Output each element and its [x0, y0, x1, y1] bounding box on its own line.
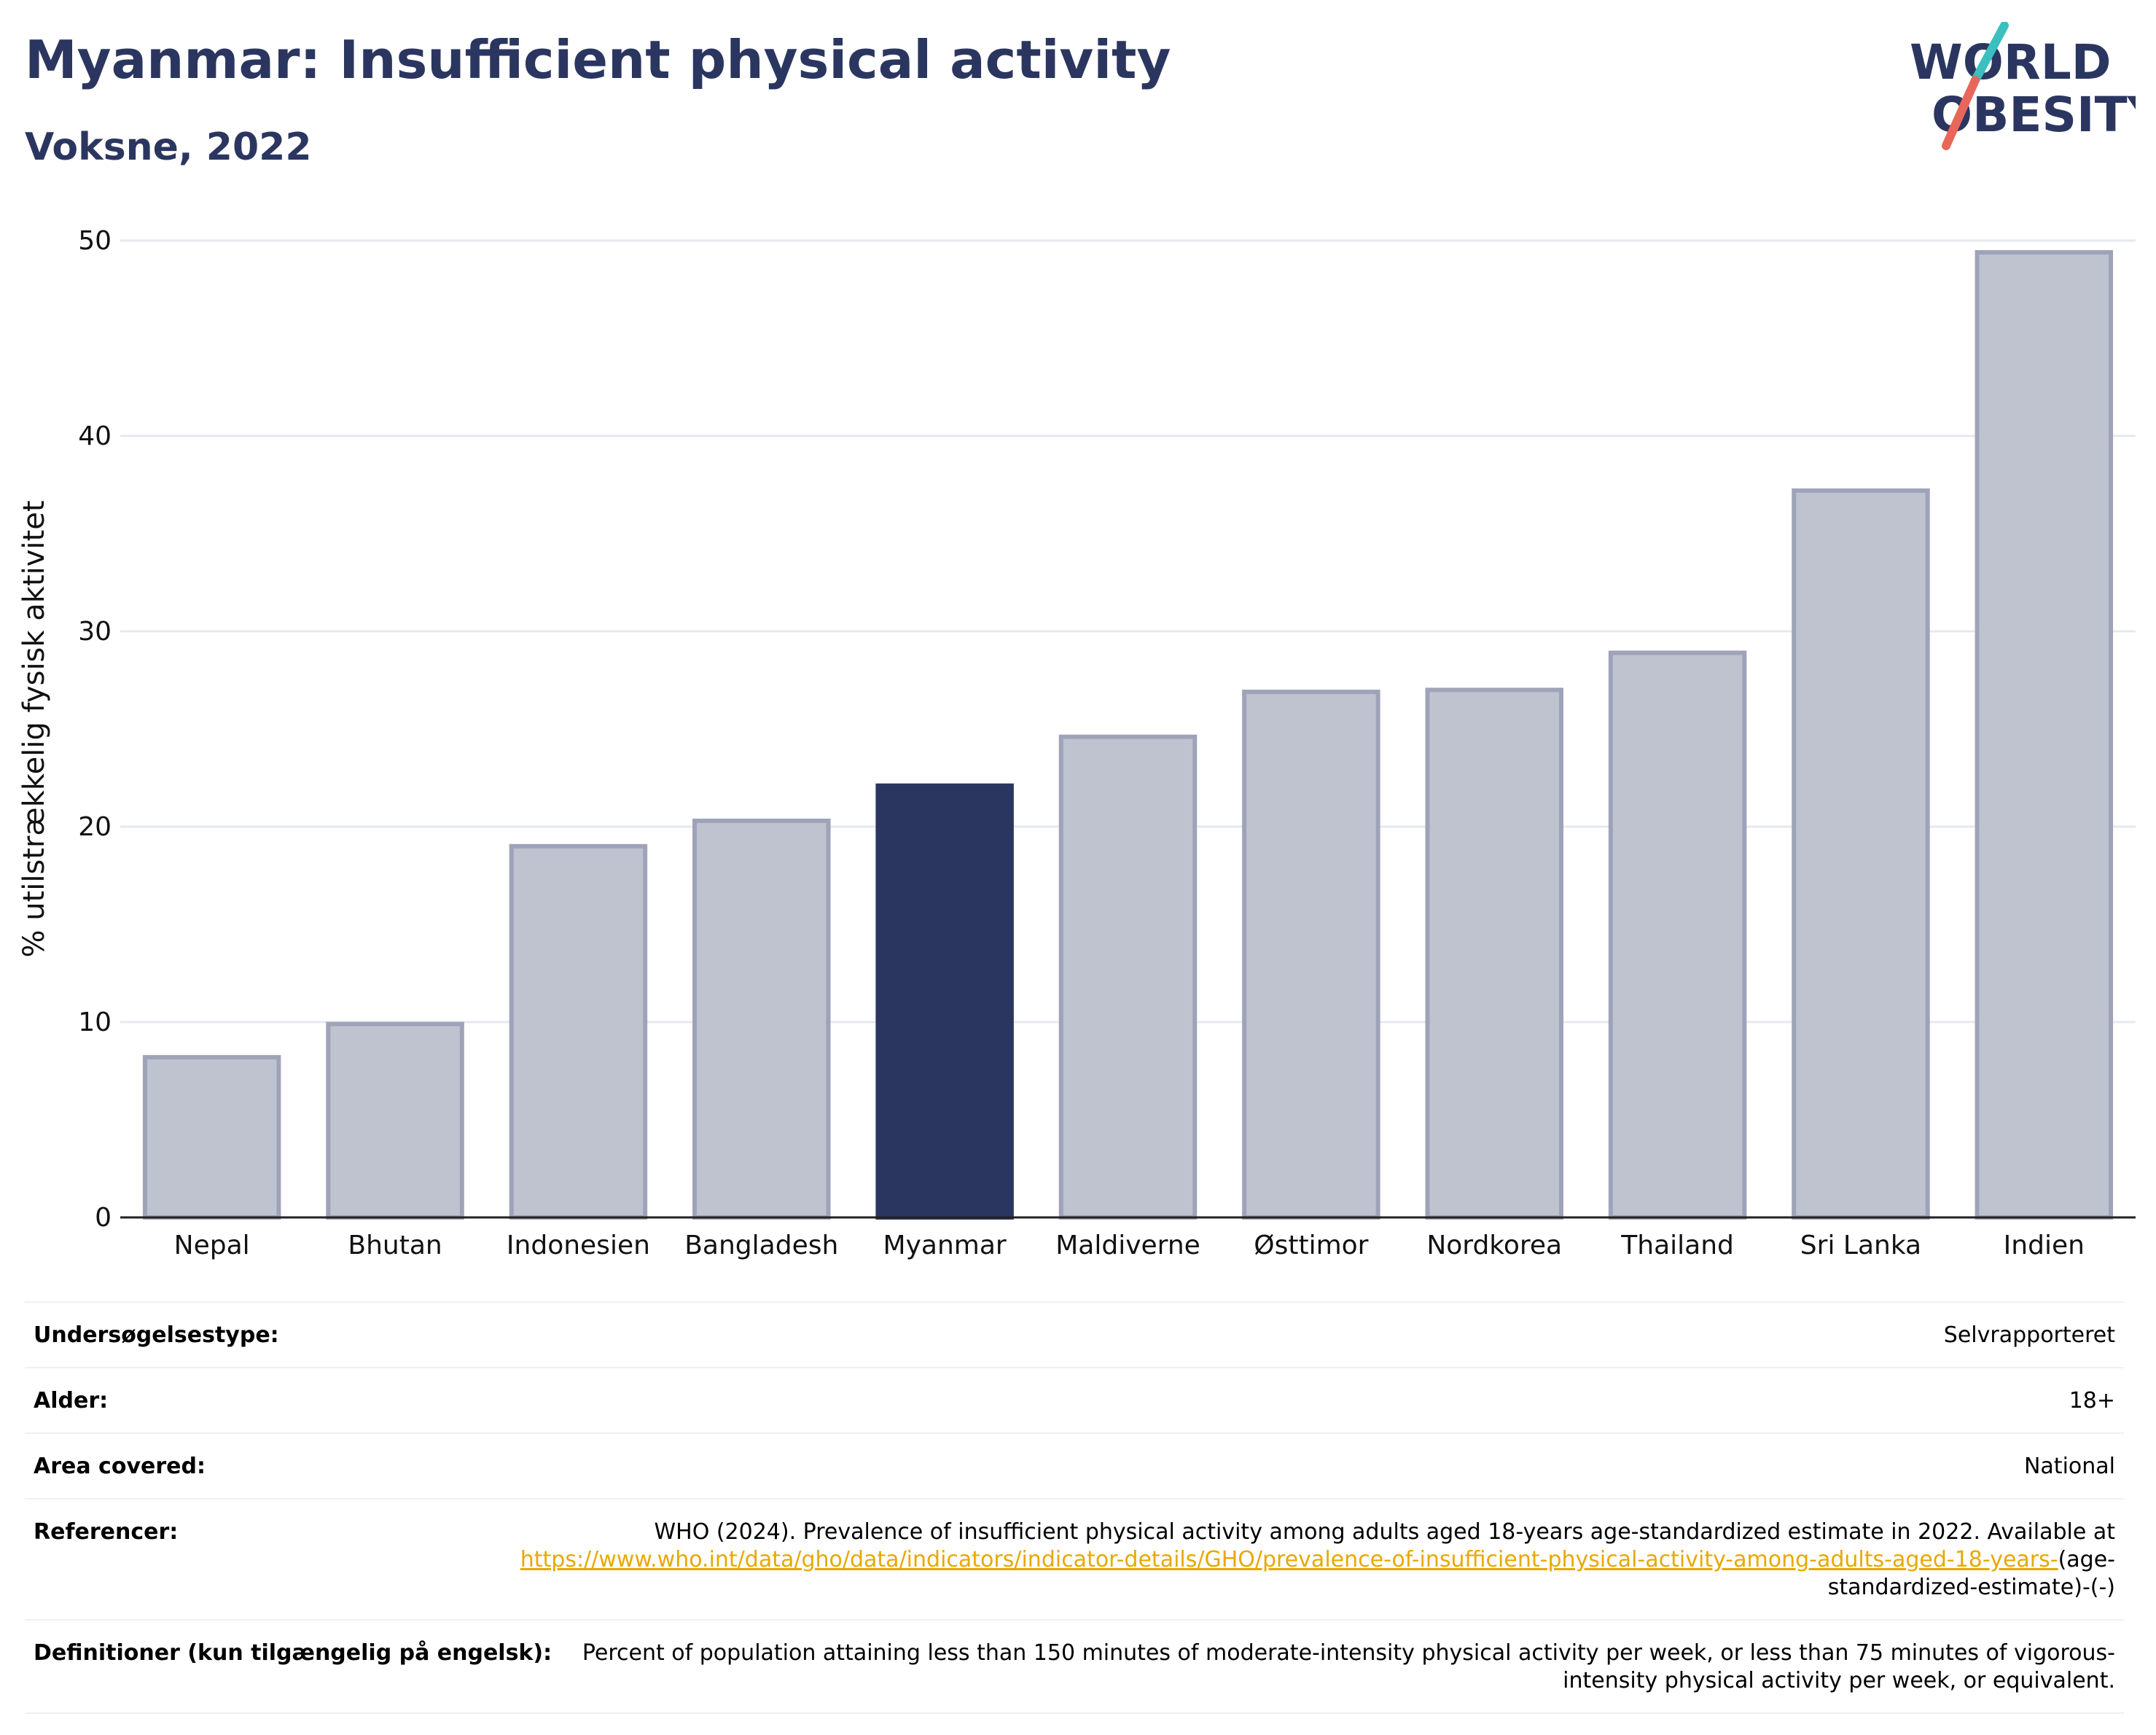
x-tick-label: Indonesien: [507, 1231, 650, 1260]
area-value: National: [2023, 1454, 2115, 1479]
reference-link[interactable]: https://www.who.int/data/gho/data/indica…: [520, 1547, 2058, 1572]
bar-bangladesh: [692, 818, 831, 1220]
area-label: Area covered:: [34, 1454, 206, 1479]
page-subtitle: Voksne, 2022: [25, 125, 312, 169]
bars: [142, 250, 2114, 1220]
info-row-references: Referencer: WHO (2024). Prevalence of in…: [25, 1500, 2124, 1621]
x-tick-label: Sri Lanka: [1800, 1231, 1921, 1260]
bar-nordkorea: [1425, 687, 1563, 1220]
references-value: WHO (2024). Prevalence of insufficient p…: [439, 1518, 2115, 1602]
info-row-area: Area covered: National: [25, 1434, 2124, 1500]
x-tick-label: Bangladesh: [684, 1231, 838, 1260]
reference-tail: (age-standardized-estimate)-(-): [1827, 1547, 2115, 1600]
age-label: Alder:: [34, 1388, 109, 1414]
survey-value: Selvrapporteret: [1943, 1322, 2115, 1348]
bar-sri-lanka: [1792, 488, 1930, 1220]
y-tick-label: 20: [78, 812, 112, 842]
x-tick-label: Bhutan: [348, 1231, 442, 1260]
bar-indonesien: [509, 843, 648, 1220]
info-table: Undersøgelsestype: Selvrapporteret Alder…: [25, 1301, 2124, 1714]
y-tick-label: 30: [78, 617, 112, 647]
bar-myanmar: [875, 783, 1014, 1220]
x-tick-label: Indien: [2004, 1231, 2085, 1260]
bar-chart: 0 10 20 30 40 50 Nepal Bhutan Indonesien Banglad…: [17, 226, 2136, 1260]
x-tick-label: Nepal: [174, 1231, 250, 1260]
x-tick-label: Maldiverne: [1055, 1231, 1200, 1260]
info-row-survey: Undersøgelsestype: Selvrapporteret: [25, 1303, 2124, 1368]
reference-text: WHO (2024). Prevalence of insufficient p…: [654, 1519, 2115, 1545]
x-tick-label: Nordkorea: [1426, 1231, 1562, 1260]
y-tick-label: 40: [78, 421, 112, 451]
x-tick-label: Thailand: [1620, 1231, 1734, 1260]
definitions-label: Definitioner (kun tilgængelig på engelsk…: [34, 1640, 552, 1666]
x-tick-label: Østtimor: [1254, 1231, 1368, 1260]
y-tick-label: 0: [95, 1203, 112, 1233]
age-value: 18+: [2069, 1388, 2115, 1414]
world-obesity-logo: WORLD OBESITY: [1910, 22, 2136, 150]
survey-label: Undersøgelsestype:: [34, 1322, 279, 1348]
x-tick-label: Myanmar: [883, 1231, 1007, 1260]
x-axis-ticks: Nepal Bhutan Indonesien Bangladesh Myanmar Ma…: [174, 1231, 2085, 1260]
y-axis-label: % utilstrækkelig fysisk aktivitet: [17, 500, 51, 957]
definitions-value: Percent of population attaining less tha…: [582, 1640, 2115, 1693]
page-title: Myanmar: Insufficient physical activity: [25, 29, 1171, 90]
y-tick-label: 10: [78, 1007, 112, 1037]
bar-nepal: [142, 1055, 281, 1220]
y-tick-label: 50: [78, 226, 112, 256]
bar-bhutan: [326, 1021, 464, 1220]
bar-thailand: [1608, 650, 1747, 1220]
bar-østtimor: [1242, 690, 1380, 1220]
y-axis-ticks: 0 10 20 30 40 50: [78, 226, 112, 1233]
bar-indien: [1975, 250, 2114, 1220]
references-label: Referencer:: [34, 1519, 179, 1545]
logo-word-world: WORLD: [1910, 34, 2112, 90]
bar-maldiverne: [1058, 734, 1198, 1220]
info-row-definitions: Definitioner (kun tilgængelig på engelsk…: [25, 1621, 2124, 1714]
info-row-age: Alder: 18+: [25, 1368, 2124, 1434]
